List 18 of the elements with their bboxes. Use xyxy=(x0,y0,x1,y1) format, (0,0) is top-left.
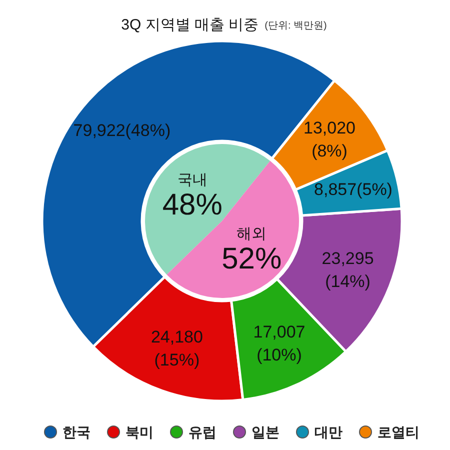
legend-label: 북미 xyxy=(126,424,154,440)
slice-label: 해외 xyxy=(236,225,267,242)
data-label: 79,922(48%) xyxy=(73,120,171,140)
data-label: 24,180 (15%) xyxy=(150,327,203,370)
data-label: 13,020 (8%) xyxy=(304,118,356,160)
data-label: 48% xyxy=(162,188,222,222)
data-label: 8,857(5%) xyxy=(314,180,392,199)
chart-title: 3Q 지역별 매출 비중 xyxy=(121,16,259,34)
data-label: 52% xyxy=(222,242,282,276)
legend-label: 일본 xyxy=(252,424,280,440)
data-label: 23,295 (14%) xyxy=(322,248,374,291)
legend-label: 로열티 xyxy=(378,424,420,440)
legend-label: 한국 xyxy=(62,424,90,440)
chart-subtitle: (단위: 백만원) xyxy=(264,20,327,32)
legend-label: 대만 xyxy=(314,424,342,440)
data-label: 17,007 (10%) xyxy=(253,322,306,364)
legend-label: 유럽 xyxy=(188,424,216,440)
slice-label: 국내 xyxy=(177,172,208,189)
